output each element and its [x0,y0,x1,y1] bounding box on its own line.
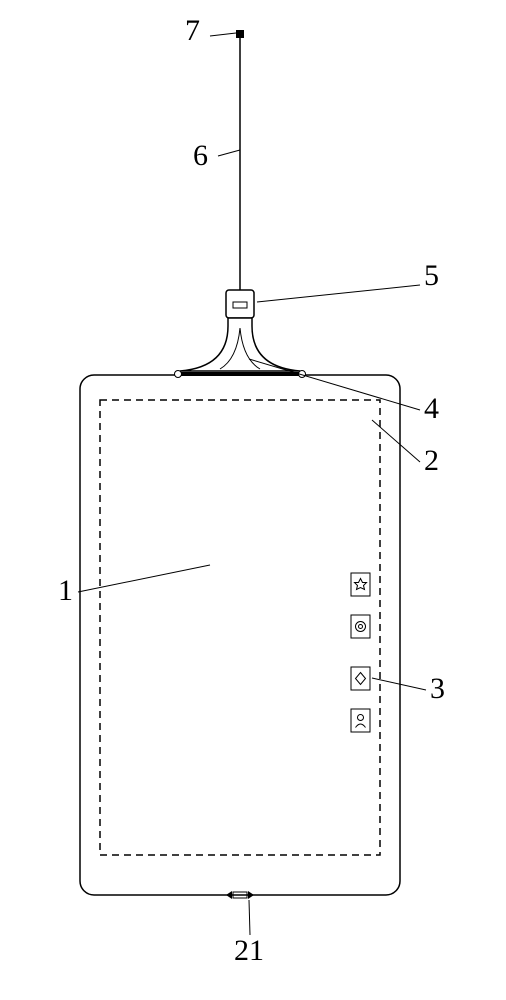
antenna-tip [236,30,244,38]
callout-label-1: 1 [58,574,73,607]
top-slot-end-left [175,371,182,378]
leader-6 [218,150,240,156]
port-arrow-left [226,891,232,899]
leader-21 [249,900,250,935]
leader-4 [249,359,420,410]
technical-diagram: 765421321 [0,0,506,1000]
leader-2 [372,420,420,462]
callout-label-3: 3 [430,672,445,705]
leader-7 [210,33,236,36]
mount-flare [180,318,300,371]
callout-label-2: 2 [424,444,439,477]
callout-label-21: 21 [234,934,264,967]
callout-label-5: 5 [424,259,439,292]
leader-1 [78,565,210,592]
port-arrow-right [248,891,254,899]
leader-5 [257,285,420,302]
side-button-2 [351,615,370,638]
side-button-1 [351,573,370,596]
antenna-socket [226,290,254,318]
side-button-4 [351,709,370,732]
callout-label-7: 7 [185,14,200,47]
side-button-3 [351,667,370,690]
callout-label-6: 6 [193,139,208,172]
active-area [100,400,380,855]
callout-label-4: 4 [424,392,439,425]
